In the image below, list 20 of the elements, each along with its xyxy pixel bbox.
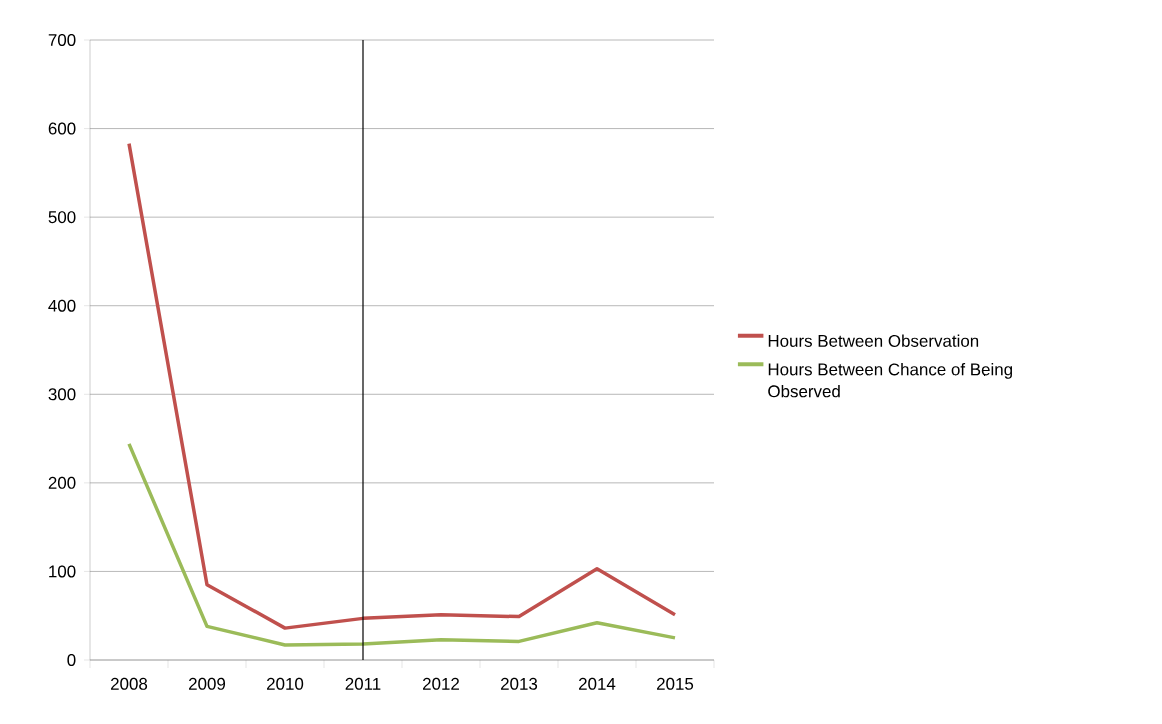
x-tick-label: 2012 bbox=[423, 677, 459, 690]
y-tick-label: 100 bbox=[49, 565, 76, 578]
legend-label: Hours Between Chance of Being Observed bbox=[768, 363, 1012, 398]
y-tick-label: 400 bbox=[48, 299, 76, 312]
y-tick-label: 700 bbox=[48, 34, 76, 46]
x-tick-label: 2015 bbox=[657, 677, 694, 690]
y-tick-label: 500 bbox=[48, 211, 76, 224]
y-tick-label: 600 bbox=[48, 122, 76, 135]
legend-label: Hours Between Observation bbox=[768, 334, 979, 347]
y-tick-label: 300 bbox=[48, 388, 76, 401]
x-tick-label: 2008 bbox=[111, 677, 148, 690]
x-tick-label: 2013 bbox=[501, 677, 538, 690]
x-tick-label: 2014 bbox=[579, 677, 616, 690]
y-tick-label: 0 bbox=[67, 654, 76, 666]
line-series bbox=[127, 141, 677, 630]
line-series bbox=[127, 442, 677, 647]
x-tick-label: 2009 bbox=[189, 677, 226, 690]
x-tick-label: 2011 bbox=[345, 677, 381, 690]
x-tick-label: 2010 bbox=[267, 677, 304, 690]
y-tick-label: 200 bbox=[48, 476, 76, 489]
